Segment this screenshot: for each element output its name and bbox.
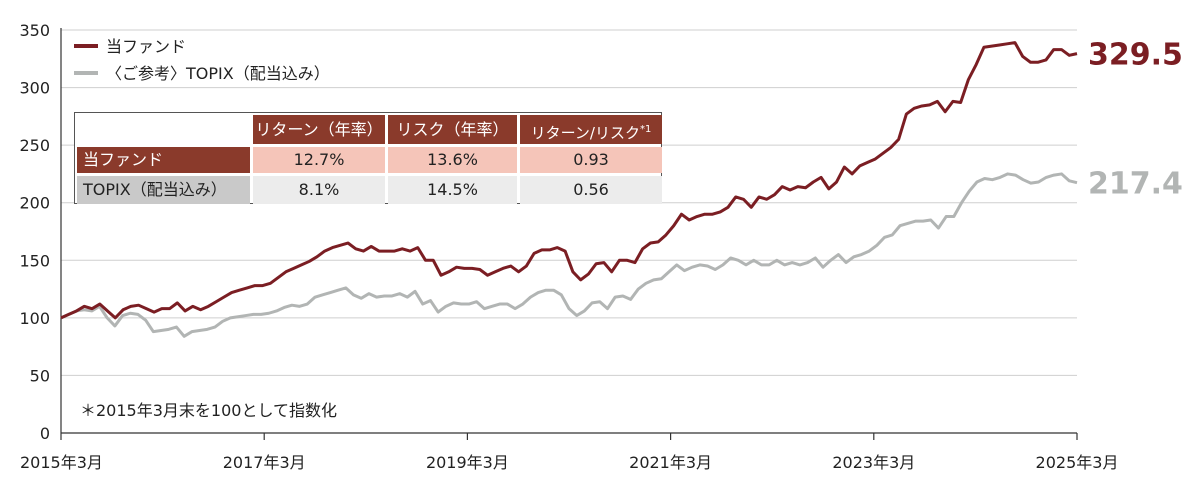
stats-row-topix-label: TOPIX（配当込み） [77,176,250,204]
stats-fund-return-risk: 0.93 [520,147,662,173]
stats-header-footnote: *1 [639,124,652,135]
x-tick-label: 2015年3月 [20,453,103,472]
stats-topix-return-risk: 0.56 [520,176,662,204]
stats-row-fund-label: 当ファンド [77,147,250,173]
stats-header-risk: リスク（年率） [388,115,517,144]
stats-header-return-risk: リターン/リスク*1 [520,115,662,144]
fund-end-value-label: 329.5 [1088,38,1183,73]
stats-header-return: リターン（年率） [253,115,385,144]
x-tick-label: 2019年3月 [426,453,509,472]
y-tick-label: 350 [19,21,50,40]
stats-fund-return: 12.7% [253,147,385,173]
y-tick-label: 200 [19,194,50,213]
y-tick-label: 300 [19,79,50,98]
topix-series-line [60,172,1078,338]
fund-series-line [60,41,1078,320]
stats-topix-risk: 14.5% [388,176,517,204]
y-tick-label: 250 [19,136,50,155]
legend-fund-label: 当ファンド [106,37,186,56]
y-tick-label: 100 [19,309,50,328]
legend-topix-label: 〈ご参考〉TOPIX（配当込み） [106,64,330,83]
stats-fund-risk: 13.6% [388,147,517,173]
index-note: ＊2015年3月末を100として指数化 [80,401,337,420]
x-tick-label: 2025年3月 [1036,453,1119,472]
x-tick-label: 2017年3月 [223,453,306,472]
stats-table: リターン（年率） リスク（年率） リターン/リスク*1 当ファンド 12.7% … [74,112,662,204]
stats-corner-cell [75,113,251,145]
y-tick-label: 50 [30,366,50,385]
x-tick-label: 2023年3月 [832,453,915,472]
topix-end-value-label: 217.4 [1088,167,1183,202]
y-tick-label: 0 [40,424,50,443]
y-tick-label: 150 [19,251,50,270]
x-tick-label: 2021年3月 [629,453,712,472]
stats-topix-return: 8.1% [253,176,385,204]
